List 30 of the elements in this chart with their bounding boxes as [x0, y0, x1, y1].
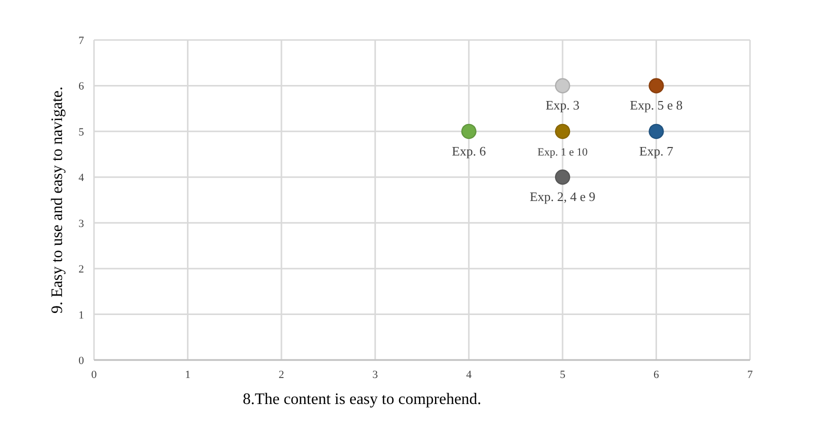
- y-tick-label: 1: [78, 309, 84, 322]
- point: [648, 78, 664, 94]
- series-label: Exp. 6: [452, 143, 486, 158]
- x-tick-label: 2: [278, 369, 284, 381]
- y-tick-label: 3: [78, 218, 84, 230]
- series-label: Exp. 2, 4 e 9: [530, 189, 596, 204]
- x-tick-label: 6: [654, 369, 660, 381]
- x-tick-label: 4: [466, 369, 472, 381]
- x-tick-label: 5: [560, 369, 566, 381]
- series-label: Exp. 7: [639, 143, 674, 158]
- y-tick-label: 5: [78, 126, 84, 138]
- series-label: Exp. 3: [546, 98, 580, 113]
- point: [554, 124, 570, 140]
- series-label: Exp. 5 e 8: [630, 98, 683, 113]
- y-axis-title: 9. Easy to use and easy to navigate.: [49, 86, 66, 314]
- x-tick-label: 0: [91, 369, 98, 381]
- point: [648, 124, 664, 140]
- x-tick-label: 1: [184, 369, 190, 381]
- y-tick-label: 0: [78, 355, 84, 367]
- point: [461, 124, 476, 140]
- series-label: Exp. 1 e 10: [538, 146, 588, 158]
- point: [554, 170, 570, 185]
- x-axis-title: 8.The content is easy to comprehend.: [242, 391, 482, 408]
- x-tick-label: 7: [747, 369, 754, 381]
- y-tick-label: 2: [78, 264, 84, 276]
- y-tick-label: 7: [78, 35, 84, 47]
- y-tick-label: 4: [78, 172, 84, 184]
- point: [554, 78, 570, 94]
- y-tick-label: 6: [78, 80, 84, 93]
- x-tick-label: 3: [372, 369, 378, 381]
